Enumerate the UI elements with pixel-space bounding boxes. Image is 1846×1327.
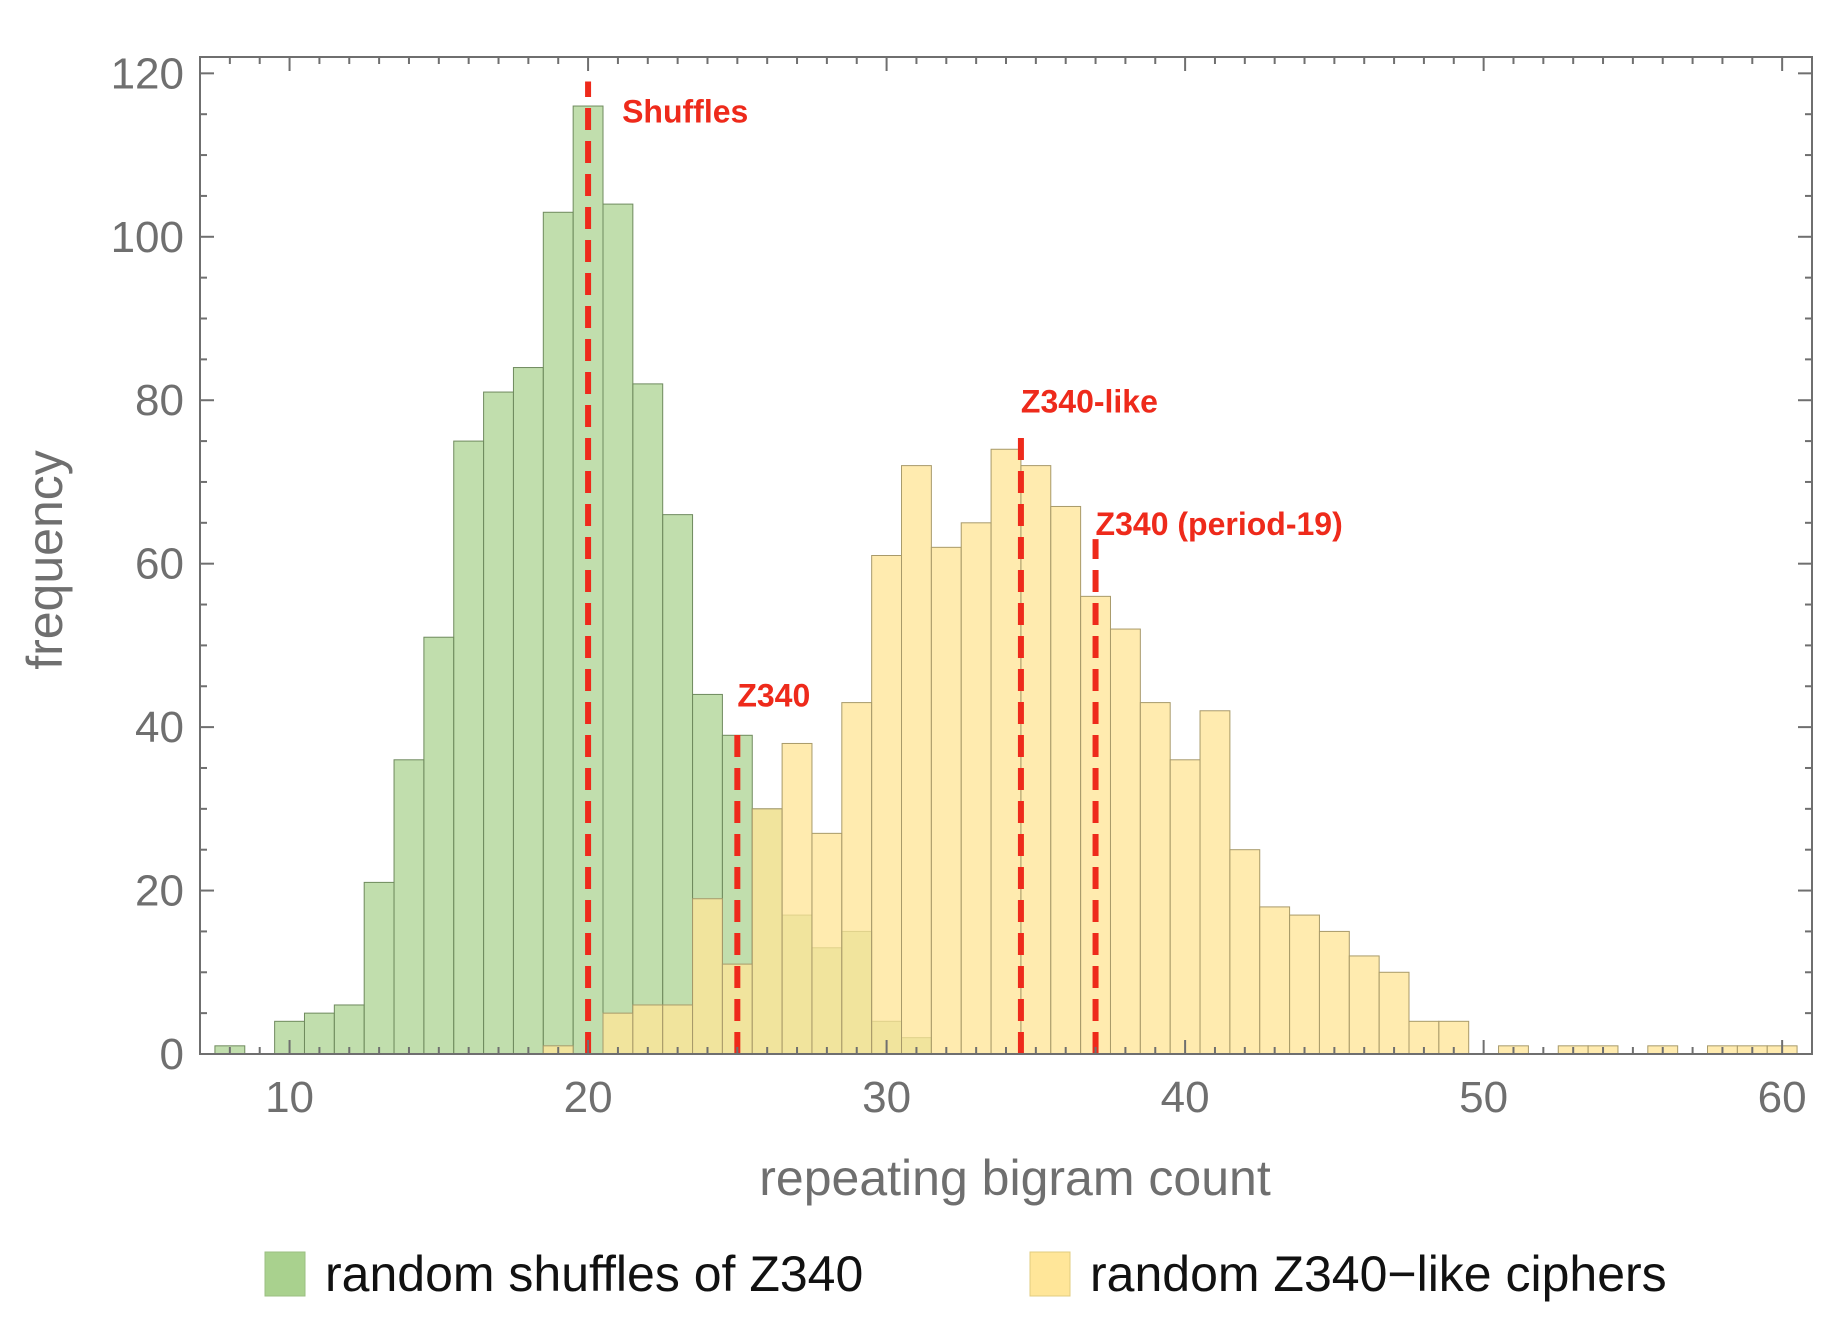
- shuffles-bar-16: [453, 440, 485, 1055]
- legend-label-z340-like: random Z340−like ciphers: [1090, 1246, 1667, 1302]
- z340-like-bar-39: [1139, 702, 1171, 1055]
- z340-like-bar-45: [1318, 930, 1350, 1055]
- shuffles-bar-14: [393, 759, 425, 1055]
- shuffles-bar-19: [542, 211, 574, 1055]
- annotation-label: Shuffles: [622, 93, 748, 129]
- z340-like-bar-36: [1050, 505, 1082, 1055]
- annotation-label: Z340 (period-19): [1096, 506, 1343, 542]
- x-tick-label: 40: [1161, 1073, 1210, 1122]
- z340-like-bar-23: [662, 1004, 694, 1055]
- z340-like-bar-44: [1289, 914, 1320, 1055]
- y-tick-label: 60: [135, 540, 184, 589]
- z340-like-bar-42: [1229, 849, 1261, 1055]
- z340-like-bar-38: [1109, 628, 1141, 1055]
- z340-like-bar-41: [1199, 710, 1231, 1055]
- shuffles-bar-18: [512, 367, 544, 1055]
- x-tick-label: 10: [265, 1073, 314, 1122]
- x-tick-label: 30: [862, 1073, 911, 1122]
- x-tick-label: 50: [1459, 1073, 1508, 1122]
- y-tick-label: 20: [135, 867, 184, 916]
- legend: random shuffles of Z340 random Z340−like…: [264, 1246, 1667, 1302]
- shuffles-bar-15: [423, 636, 455, 1055]
- y-axis-title: frequency: [17, 450, 73, 670]
- legend-label-shuffles: random shuffles of Z340: [325, 1246, 863, 1302]
- annotation-label: Z340-like: [1021, 383, 1158, 419]
- axis-tick-labels: 10 20 30 40 50 60 0 20 40 60 80 100 120: [111, 49, 1807, 1122]
- z340-like-bar-43: [1259, 906, 1291, 1055]
- legend-swatch-shuffles: [264, 1251, 306, 1297]
- shuffles-bar-23: [662, 514, 694, 1055]
- shuffles-bar-17: [483, 391, 514, 1055]
- shuffles-bar-13: [363, 881, 395, 1055]
- y-tick-label: 0: [160, 1030, 184, 1079]
- x-axis-title: repeating bigram count: [759, 1150, 1271, 1206]
- z340-like-bar-32: [930, 546, 962, 1055]
- shuffles-bar-12: [333, 1004, 365, 1055]
- z340-like-bar-29: [841, 702, 873, 1055]
- z340-like-bar-22: [632, 1004, 664, 1055]
- y-tick-label: 100: [111, 213, 184, 262]
- legend-swatch-z340-like: [1029, 1251, 1071, 1297]
- z340-like-bar-30: [871, 555, 903, 1055]
- annotation-label: Z340: [737, 678, 810, 714]
- z340-like-bar-47: [1378, 971, 1410, 1055]
- z340-like-bar-33: [960, 522, 992, 1055]
- z340-like-bar-24: [692, 898, 723, 1055]
- z340-like-bar-27: [781, 742, 813, 1055]
- y-tick-label: 120: [111, 49, 184, 98]
- shuffles-bar-22: [632, 383, 664, 1055]
- shuffles-bars: [214, 105, 932, 1055]
- z340-like-bar-46: [1348, 955, 1380, 1055]
- y-tick-label: 40: [135, 703, 184, 752]
- annotation-lines: [585, 81, 1099, 1054]
- y-tick-label: 80: [135, 376, 184, 425]
- shuffles-bar-21: [602, 203, 634, 1055]
- x-tick-label: 20: [564, 1073, 613, 1122]
- z340-like-bar-40: [1169, 759, 1201, 1055]
- z340-like-bar-34: [990, 448, 1022, 1055]
- z340-like-bars: [542, 448, 1798, 1055]
- z340-like-bar-26: [751, 808, 783, 1055]
- x-tick-label: 60: [1758, 1073, 1807, 1122]
- z340-like-bar-35: [1020, 465, 1052, 1055]
- z340-like-bar-31: [901, 465, 932, 1055]
- axis-ticks: [200, 57, 1812, 1055]
- annotation-labels: Shuffles Z340 Z340-like Z340 (period-19): [622, 93, 1343, 713]
- z340-like-bar-28: [811, 832, 843, 1055]
